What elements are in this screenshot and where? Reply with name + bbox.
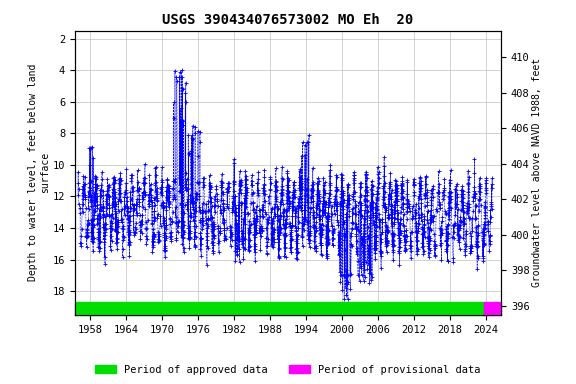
Title: USGS 390434076573002 MO Eh  20: USGS 390434076573002 MO Eh 20 <box>162 13 414 27</box>
Legend: Period of approved data, Period of provisional data: Period of approved data, Period of provi… <box>91 361 485 379</box>
Bar <box>484 302 501 315</box>
Bar <box>75 302 484 315</box>
Y-axis label: Depth to water level, feet below land
surface: Depth to water level, feet below land su… <box>28 64 50 281</box>
Y-axis label: Groundwater level above NAVD 1988, feet: Groundwater level above NAVD 1988, feet <box>532 58 543 287</box>
